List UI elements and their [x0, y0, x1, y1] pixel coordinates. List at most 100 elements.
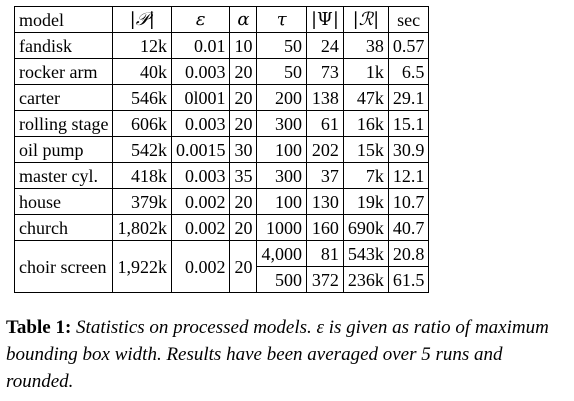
cell-point-count: 379k — [112, 188, 172, 215]
header-seconds: sec — [387, 6, 430, 33]
cell-alpha: 20 — [229, 214, 258, 241]
cell-tau: 100 — [256, 188, 307, 215]
cell-point-count: 1,922k — [112, 240, 172, 293]
cell-model: master cyl. — [13, 162, 114, 189]
cell-seconds: 30.9 — [387, 136, 430, 163]
cell-psi: 202 — [305, 136, 344, 163]
cell-tau: 300 — [256, 162, 307, 189]
cell-alpha: 20 — [229, 240, 258, 293]
cell-regions: 236k — [342, 266, 389, 293]
cell-epsilon: 0.003 — [170, 162, 231, 189]
table-row: master cyl. 418k 0.003 35 300 37 7k 12.1 — [13, 162, 430, 189]
cell-tau: 300 — [256, 110, 307, 137]
table-row: rocker arm 40k 0.003 20 50 73 1k 6.5 — [13, 58, 430, 85]
cell-regions: 543k — [342, 240, 389, 267]
cell-alpha: 20 — [229, 84, 258, 111]
cell-tau: 50 — [256, 32, 307, 59]
table-header-row: model |𝒫| ε α τ |Ψ| |ℛ| sec — [13, 6, 430, 33]
header-point-count: |𝒫| — [112, 6, 172, 33]
cell-alpha: 10 — [229, 32, 258, 59]
cell-epsilon: 0.003 — [170, 58, 231, 85]
cell-epsilon: 0.003 — [170, 110, 231, 137]
cell-epsilon: 0.0015 — [170, 136, 231, 163]
cell-alpha: 20 — [229, 58, 258, 85]
cell-regions: 19k — [342, 188, 389, 215]
cell-regions: 1k — [342, 58, 389, 85]
cell-psi: 24 — [305, 32, 344, 59]
cell-model: fandisk — [13, 32, 114, 59]
table-row: rolling stage 606k 0.003 20 300 61 16k 1… — [13, 110, 430, 137]
cell-model: rolling stage — [13, 110, 114, 137]
cell-epsilon: 0.002 — [170, 240, 231, 293]
cell-model: choir screen — [13, 240, 114, 293]
cell-psi: 372 — [305, 266, 344, 293]
cell-psi: 160 — [305, 214, 344, 241]
cell-tau: 4,000 — [256, 240, 307, 267]
cell-model: oil pump — [13, 136, 114, 163]
cell-psi: 130 — [305, 188, 344, 215]
cell-regions: 47k — [342, 84, 389, 111]
cell-tau: 1000 — [256, 214, 307, 241]
cell-psi: 61 — [305, 110, 344, 137]
cell-seconds: 0.57 — [387, 32, 430, 59]
cell-tau: 500 — [256, 266, 307, 293]
cell-regions: 38 — [342, 32, 389, 59]
cell-seconds: 20.8 — [387, 240, 430, 267]
header-regions: |ℛ| — [342, 6, 389, 33]
cell-seconds: 15.1 — [387, 110, 430, 137]
cell-epsilon: 0.002 — [170, 214, 231, 241]
cell-model: carter — [13, 84, 114, 111]
table-row-choir-b: 500 372 236k 61.5 — [15, 266, 430, 293]
cell-point-count: 12k — [112, 32, 172, 59]
cell-point-count: 546k — [112, 84, 172, 111]
cell-regions: 16k — [342, 110, 389, 137]
cell-epsilon: 0.002 — [170, 188, 231, 215]
cell-seconds: 61.5 — [387, 266, 430, 293]
header-tau: τ — [256, 6, 307, 33]
cell-psi: 81 — [305, 240, 344, 267]
cell-alpha: 30 — [229, 136, 258, 163]
header-model: model — [13, 6, 114, 33]
statistics-table-container: model |𝒫| ε α τ |Ψ| |ℛ| sec fandisk 12k … — [13, 6, 430, 293]
cell-tau: 100 — [256, 136, 307, 163]
cell-point-count: 606k — [112, 110, 172, 137]
table-row: carter 546k 0l001 20 200 138 47k 29.1 — [13, 84, 430, 111]
cell-tau: 50 — [256, 58, 307, 85]
cell-model: church — [13, 214, 114, 241]
caption-text: Statistics on processed models. ε is giv… — [6, 317, 549, 392]
cell-alpha: 35 — [229, 162, 258, 189]
cell-seconds: 12.1 — [387, 162, 430, 189]
cell-alpha: 20 — [229, 188, 258, 215]
cell-point-count: 40k — [112, 58, 172, 85]
cell-tau: 200 — [256, 84, 307, 111]
header-alpha: α — [229, 6, 258, 33]
cell-epsilon: 0l001 — [170, 84, 231, 111]
cell-epsilon: 0.01 — [170, 32, 231, 59]
statistics-table: model |𝒫| ε α τ |Ψ| |ℛ| sec fandisk 12k … — [13, 6, 430, 293]
cell-model: rocker arm — [13, 58, 114, 85]
cell-regions: 690k — [342, 214, 389, 241]
cell-regions: 15k — [342, 136, 389, 163]
cell-alpha: 20 — [229, 110, 258, 137]
cell-seconds: 10.7 — [387, 188, 430, 215]
table-row: church 1,802k 0.002 20 1000 160 690k 40.… — [13, 214, 430, 241]
cell-point-count: 418k — [112, 162, 172, 189]
table-row: oil pump 542k 0.0015 30 100 202 15k 30.9 — [13, 136, 430, 163]
cell-seconds: 6.5 — [387, 58, 430, 85]
cell-psi: 138 — [305, 84, 344, 111]
cell-psi: 73 — [305, 58, 344, 85]
table-row: house 379k 0.002 20 100 130 19k 10.7 — [13, 188, 430, 215]
cell-seconds: 29.1 — [387, 84, 430, 111]
table-row: fandisk 12k 0.01 10 50 24 38 0.57 — [13, 32, 430, 59]
cell-point-count: 1,802k — [112, 214, 172, 241]
header-psi: |Ψ| — [305, 6, 344, 33]
caption-label: Table 1: — [6, 317, 72, 338]
cell-point-count: 542k — [112, 136, 172, 163]
cell-psi: 37 — [305, 162, 344, 189]
cell-seconds: 40.7 — [387, 214, 430, 241]
cell-model: house — [13, 188, 114, 215]
table-caption: Table 1: Statistics on processed models.… — [6, 314, 568, 395]
table-row-choir-a: choir screen 1,922k 0.002 20 4,000 81 54… — [13, 240, 430, 293]
cell-regions: 7k — [342, 162, 389, 189]
header-epsilon: ε — [170, 6, 231, 33]
